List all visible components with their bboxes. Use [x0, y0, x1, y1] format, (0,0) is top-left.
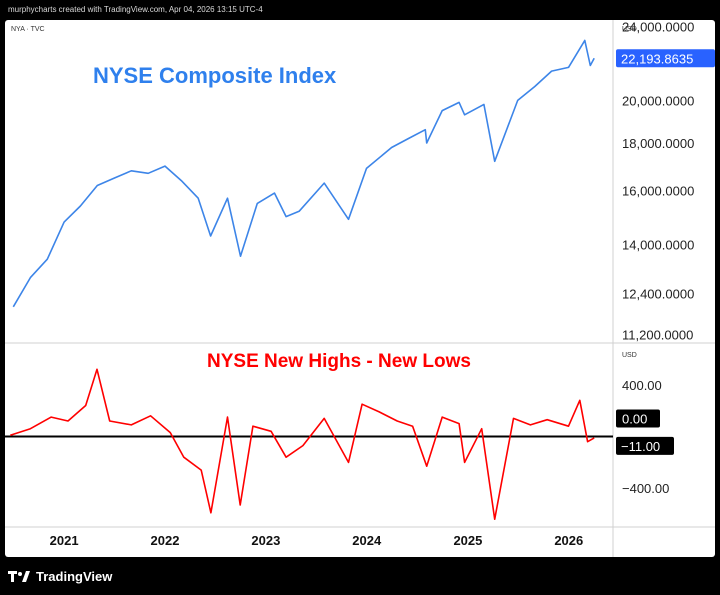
x-tick-label: 2022	[151, 533, 180, 548]
footer-bar: TradingView	[0, 557, 720, 595]
upper-currency-label: USD	[622, 26, 637, 33]
last-value-badge	[616, 436, 674, 455]
upper-y-tick-label: 11,200.0000	[622, 328, 693, 343]
last-value-label: −11.00	[621, 439, 660, 454]
lower-chart-title: NYSE New Highs - New Lows	[207, 351, 471, 372]
x-tick-label: 2026	[554, 533, 583, 548]
zero-badge-label: 0.00	[622, 412, 647, 427]
nyse-composite-line	[12, 39, 595, 308]
lower-y-tick-label: −400.00	[622, 481, 669, 496]
attribution-text: murphycharts created with TradingView.co…	[8, 5, 263, 14]
x-tick-label: 2023	[251, 533, 280, 548]
x-tick-label: 2025	[453, 533, 482, 548]
last-price-badge	[616, 49, 715, 68]
upper-y-tick-label: 20,000.0000	[622, 93, 694, 108]
upper-y-tick-label: 14,000.0000	[622, 238, 694, 253]
x-tick-label: 2024	[352, 533, 382, 548]
tradingview-icon	[8, 570, 30, 582]
upper-y-tick-label: 16,000.0000	[622, 184, 694, 199]
lower-y-tick-label: 400.00	[622, 378, 662, 393]
tradingview-logo[interactable]: TradingView	[8, 557, 112, 595]
footer-brand-text: TradingView	[36, 568, 113, 584]
lower-currency-label: USD	[622, 352, 637, 359]
upper-chart-title: NYSE Composite Index	[93, 63, 337, 88]
upper-y-tick-label: 18,000.0000	[622, 136, 694, 151]
last-price-label: 22,193.8635	[621, 51, 693, 66]
x-tick-label: 2021	[50, 533, 79, 548]
chart-frame: NYA · TVC USD USD NYSE Composite Index N…	[5, 20, 715, 557]
chart-svg[interactable]: NYA · TVC USD USD NYSE Composite Index N…	[5, 20, 715, 557]
zero-badge	[616, 409, 660, 428]
upper-y-tick-label: 12,400.0000	[622, 287, 694, 302]
symbol-label: NYA · TVC	[11, 26, 45, 33]
upper-y-tick-label: 24,000.0000	[622, 20, 694, 35]
highs-lows-line	[10, 368, 595, 521]
